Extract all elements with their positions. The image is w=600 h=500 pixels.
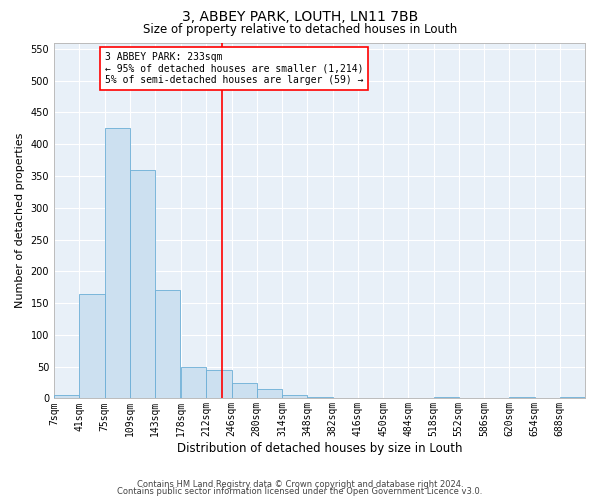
Bar: [130, 170, 155, 398]
Bar: [104, 128, 130, 398]
Text: Contains HM Land Registry data © Crown copyright and database right 2024.: Contains HM Land Registry data © Crown c…: [137, 480, 463, 489]
Bar: [434, 397, 459, 398]
Bar: [181, 366, 206, 398]
Text: 3 ABBEY PARK: 233sqm
← 95% of detached houses are smaller (1,214)
5% of semi-det: 3 ABBEY PARK: 233sqm ← 95% of detached h…: [104, 52, 363, 85]
Bar: [257, 389, 282, 398]
Bar: [232, 382, 257, 398]
X-axis label: Distribution of detached houses by size in Louth: Distribution of detached houses by size …: [177, 442, 462, 455]
Text: Contains public sector information licensed under the Open Government Licence v3: Contains public sector information licen…: [118, 487, 482, 496]
Bar: [206, 370, 232, 398]
Bar: [560, 397, 585, 398]
Bar: [79, 294, 104, 399]
Bar: [54, 395, 79, 398]
Text: Size of property relative to detached houses in Louth: Size of property relative to detached ho…: [143, 22, 457, 36]
Bar: [307, 396, 332, 398]
Bar: [282, 395, 307, 398]
Y-axis label: Number of detached properties: Number of detached properties: [15, 133, 25, 308]
Text: 3, ABBEY PARK, LOUTH, LN11 7BB: 3, ABBEY PARK, LOUTH, LN11 7BB: [182, 10, 418, 24]
Bar: [155, 290, 180, 399]
Bar: [509, 397, 535, 398]
